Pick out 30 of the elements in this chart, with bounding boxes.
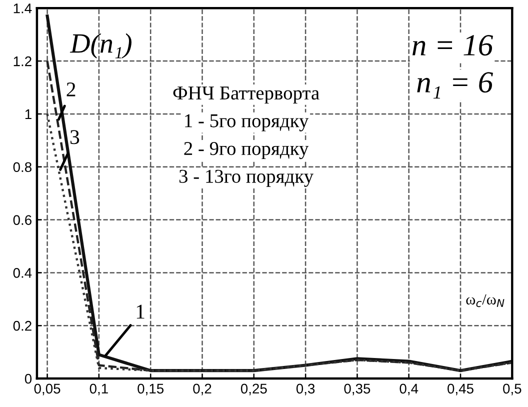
y-axis-title: D(n₁) [70, 33, 132, 58]
x-tick-label: 0,45 [448, 384, 474, 396]
annotation: n = 16 [412, 35, 494, 56]
x-tick-label: 0,35 [344, 384, 370, 396]
annotation: 2 [66, 82, 76, 96]
x-tick-label: 0,2 [193, 384, 212, 396]
annotation: 1 [136, 304, 144, 319]
y-tick-label: 0.8 [13, 162, 32, 172]
annotation: 3 - 13го порядку [179, 170, 314, 187]
y-tick-label: 0.4 [13, 268, 32, 278]
x-tick-label: 0,5 [503, 384, 522, 396]
x-tick-label: 0,4 [400, 384, 418, 396]
annotation: 2 - 9го порядку [184, 142, 309, 160]
y-tick-label: 1.4 [14, 4, 32, 14]
y-tick-label: 0.2 [13, 320, 32, 331]
x-tick-label: 0,15 [138, 384, 164, 396]
x-tick-label: 0,05 [34, 384, 60, 396]
y-tick-label: 0.6 [13, 215, 32, 225]
x-axis-title: ω$_{c}$/ω$_{N}$ [466, 294, 504, 308]
annotation: ФНЧ Баттерворта [173, 86, 320, 104]
x-tick-label: 0,1 [90, 384, 108, 396]
line-series [46, 112, 512, 372]
annotation: 1 - 5го порядку [185, 114, 309, 132]
y-tick-label: 1.2 [14, 56, 32, 66]
y-tick-label: 0 [24, 374, 32, 384]
x-tick-label: 0,3 [296, 384, 315, 396]
y-tick-label: 1 [25, 109, 32, 119]
annotation: 3 [70, 130, 80, 144]
x-tick-label: 0,25 [240, 384, 267, 396]
annotation: n₁ = 6 [417, 72, 494, 98]
